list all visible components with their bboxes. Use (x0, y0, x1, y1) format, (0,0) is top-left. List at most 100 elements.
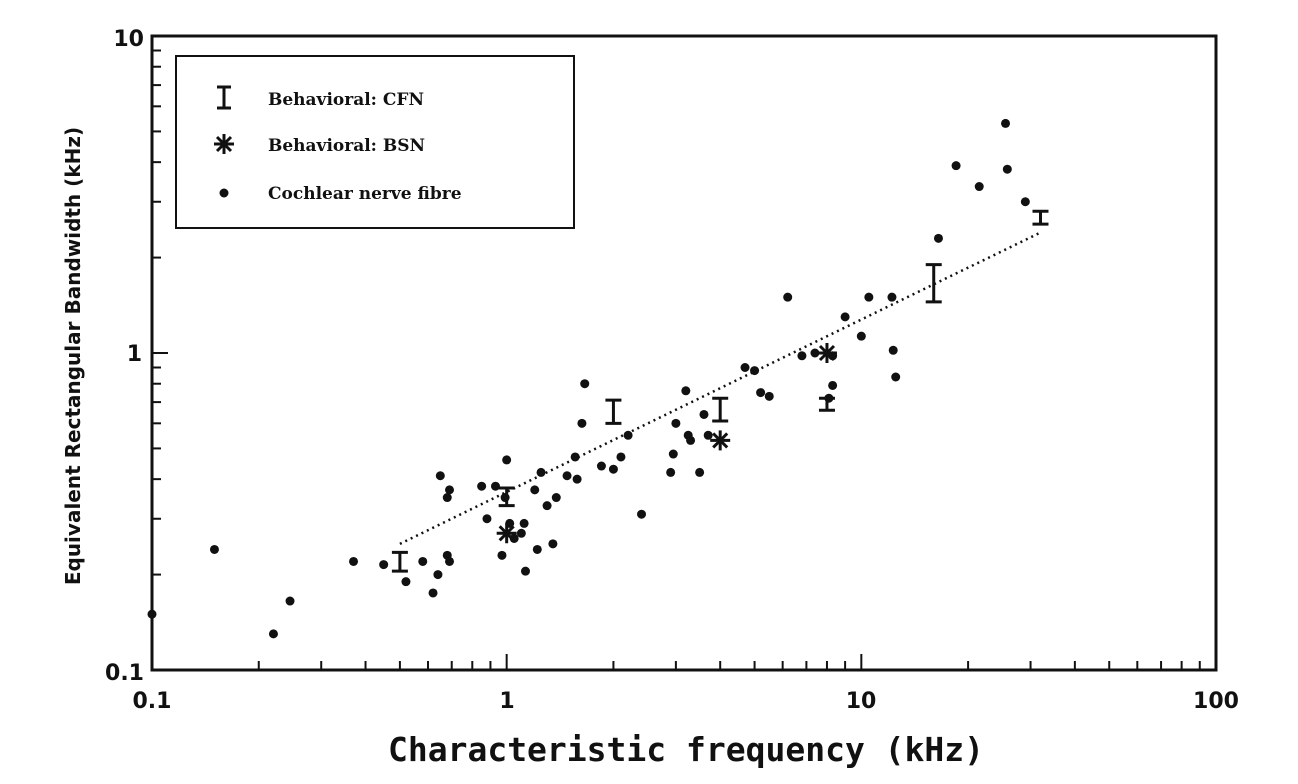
fibre-point (695, 467, 705, 477)
fibre-point (699, 409, 709, 419)
fibre-point (445, 485, 455, 495)
fibre-point (349, 556, 359, 566)
fibre-point (891, 372, 901, 382)
fibre-point (379, 560, 389, 570)
fibre-point (608, 464, 618, 474)
x-axis-title: Characteristic frequency (kHz) (388, 730, 984, 769)
bsn-point (710, 430, 731, 451)
fibre-point (509, 533, 519, 543)
fibre-point (572, 474, 582, 484)
cfn-errorbar (391, 550, 408, 573)
fibre-point (974, 182, 984, 192)
fibre-point (502, 455, 512, 465)
cfn-errorbar (818, 396, 835, 412)
fibre-point (1001, 118, 1011, 128)
cfn-errorbar (1032, 209, 1049, 226)
fibre-point (418, 556, 428, 566)
fibre-point (637, 509, 647, 519)
bsn-point (496, 523, 517, 544)
fibre-point (147, 609, 157, 619)
fibre-point (671, 418, 681, 428)
fibre-point (577, 418, 587, 428)
fibre-point (951, 161, 961, 171)
fibre-point (580, 379, 590, 389)
fibre-point (482, 514, 492, 524)
legend-box (175, 55, 575, 229)
fibre-point (681, 386, 691, 396)
fibre-point (1002, 164, 1012, 174)
fibre-point (268, 629, 278, 639)
fibre-point (797, 351, 807, 361)
fibre-point (756, 388, 766, 398)
fibre-point (783, 292, 793, 302)
fibre-point (666, 467, 676, 477)
fibre-point (442, 493, 452, 503)
bsn-points (496, 343, 837, 544)
fibre-point (433, 570, 443, 580)
fibre-point (1020, 197, 1030, 207)
fibre-point (596, 461, 606, 471)
legend-fibre-swatch (219, 188, 229, 198)
cfn-errorbar (498, 486, 515, 508)
fibre-point (623, 430, 633, 440)
fibre-point (477, 481, 487, 491)
fibre-point (519, 518, 529, 528)
fibre-point (840, 312, 850, 322)
legend-bsn-label: Behavioral: BSN (268, 136, 425, 156)
legend-cfn-label: Behavioral: CFN (268, 90, 424, 110)
fibre-point (888, 345, 898, 355)
fibre-point (445, 556, 455, 566)
fibre-point (285, 596, 295, 606)
fibre-point (764, 391, 774, 401)
y-tick-label-2: 10 (113, 27, 144, 52)
bsn-point (816, 343, 837, 363)
fibre-point (548, 539, 558, 549)
fibre-point (530, 485, 540, 495)
cfn-errorbar (712, 396, 729, 423)
fibre-point (740, 363, 750, 373)
x-tick-label-2: 10 (846, 689, 877, 714)
fibre-point (703, 430, 713, 440)
fibre-point (668, 449, 678, 459)
cfn-errorbar (605, 398, 622, 425)
fibre-point (933, 233, 943, 243)
fibre-point (428, 588, 438, 598)
fibre-point (209, 544, 219, 554)
fibre-point (570, 452, 580, 462)
cfn-points (391, 209, 1049, 573)
fibre-point (864, 292, 874, 302)
y-tick-label-1: 1 (127, 342, 142, 367)
cfn-errorbar (925, 263, 942, 304)
fibre-point (536, 467, 546, 477)
fibre-point (542, 501, 552, 511)
axis-ticks (151, 49, 1201, 671)
fibre-point (562, 471, 572, 481)
fibre-point (750, 366, 760, 376)
fibre-point (490, 481, 500, 491)
fibre-point (616, 452, 626, 462)
fibre-point (532, 544, 542, 554)
fibre-point (401, 577, 411, 587)
fibre-point (856, 331, 866, 341)
legend-fibre-label: Cochlear nerve fibre (268, 184, 462, 204)
fibre-points (147, 118, 1030, 639)
trend-layer (399, 231, 1042, 545)
legend: Behavioral: CFN Behavioral: BSN Cochlear… (175, 55, 575, 229)
x-tick-label-0: 0.1 (133, 689, 172, 714)
y-tick-label-0: 0.1 (105, 661, 144, 686)
fibre-point (516, 528, 526, 538)
fibre-point (500, 493, 510, 503)
legend-cfn-swatch (217, 85, 231, 110)
x-tick-label-3: 100 (1193, 689, 1239, 714)
fibre-point (435, 471, 445, 481)
fibre-point (686, 435, 696, 445)
fibre-point (520, 566, 530, 576)
legend-bsn-swatch (214, 134, 234, 154)
fibre-point (828, 380, 838, 390)
trend-line (399, 231, 1042, 545)
tick-labels: 0.1 1 10 100 0.1 1 10 (105, 27, 1239, 714)
fibre-point (810, 348, 820, 358)
x-tick-label-1: 1 (499, 689, 514, 714)
fibre-point (551, 493, 561, 503)
